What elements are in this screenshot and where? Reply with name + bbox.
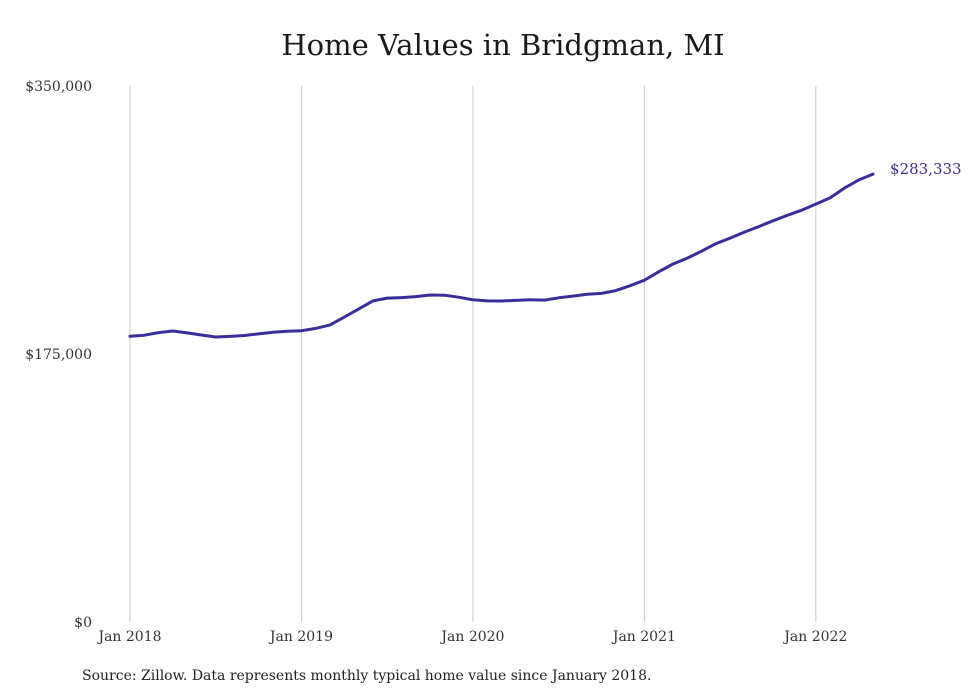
- series-line: [128, 172, 875, 339]
- y-tick-label: $175,000: [25, 347, 92, 363]
- chart-title: Home Values in Bridgman, MI: [281, 28, 725, 62]
- x-tick-label: Jan 2022: [782, 629, 847, 645]
- end-value-label: $283,333: [890, 160, 962, 178]
- y-tick-label: $350,000: [25, 79, 92, 95]
- x-tick-label: Jan 2020: [439, 629, 504, 645]
- x-tick-label: Jan 2019: [268, 629, 333, 645]
- y-tick-label: $0: [74, 615, 92, 631]
- x-tick-label: Jan 2018: [96, 629, 161, 645]
- source-note: Source: Zillow. Data represents monthly …: [82, 668, 652, 684]
- x-tick-label: Jan 2021: [611, 629, 676, 645]
